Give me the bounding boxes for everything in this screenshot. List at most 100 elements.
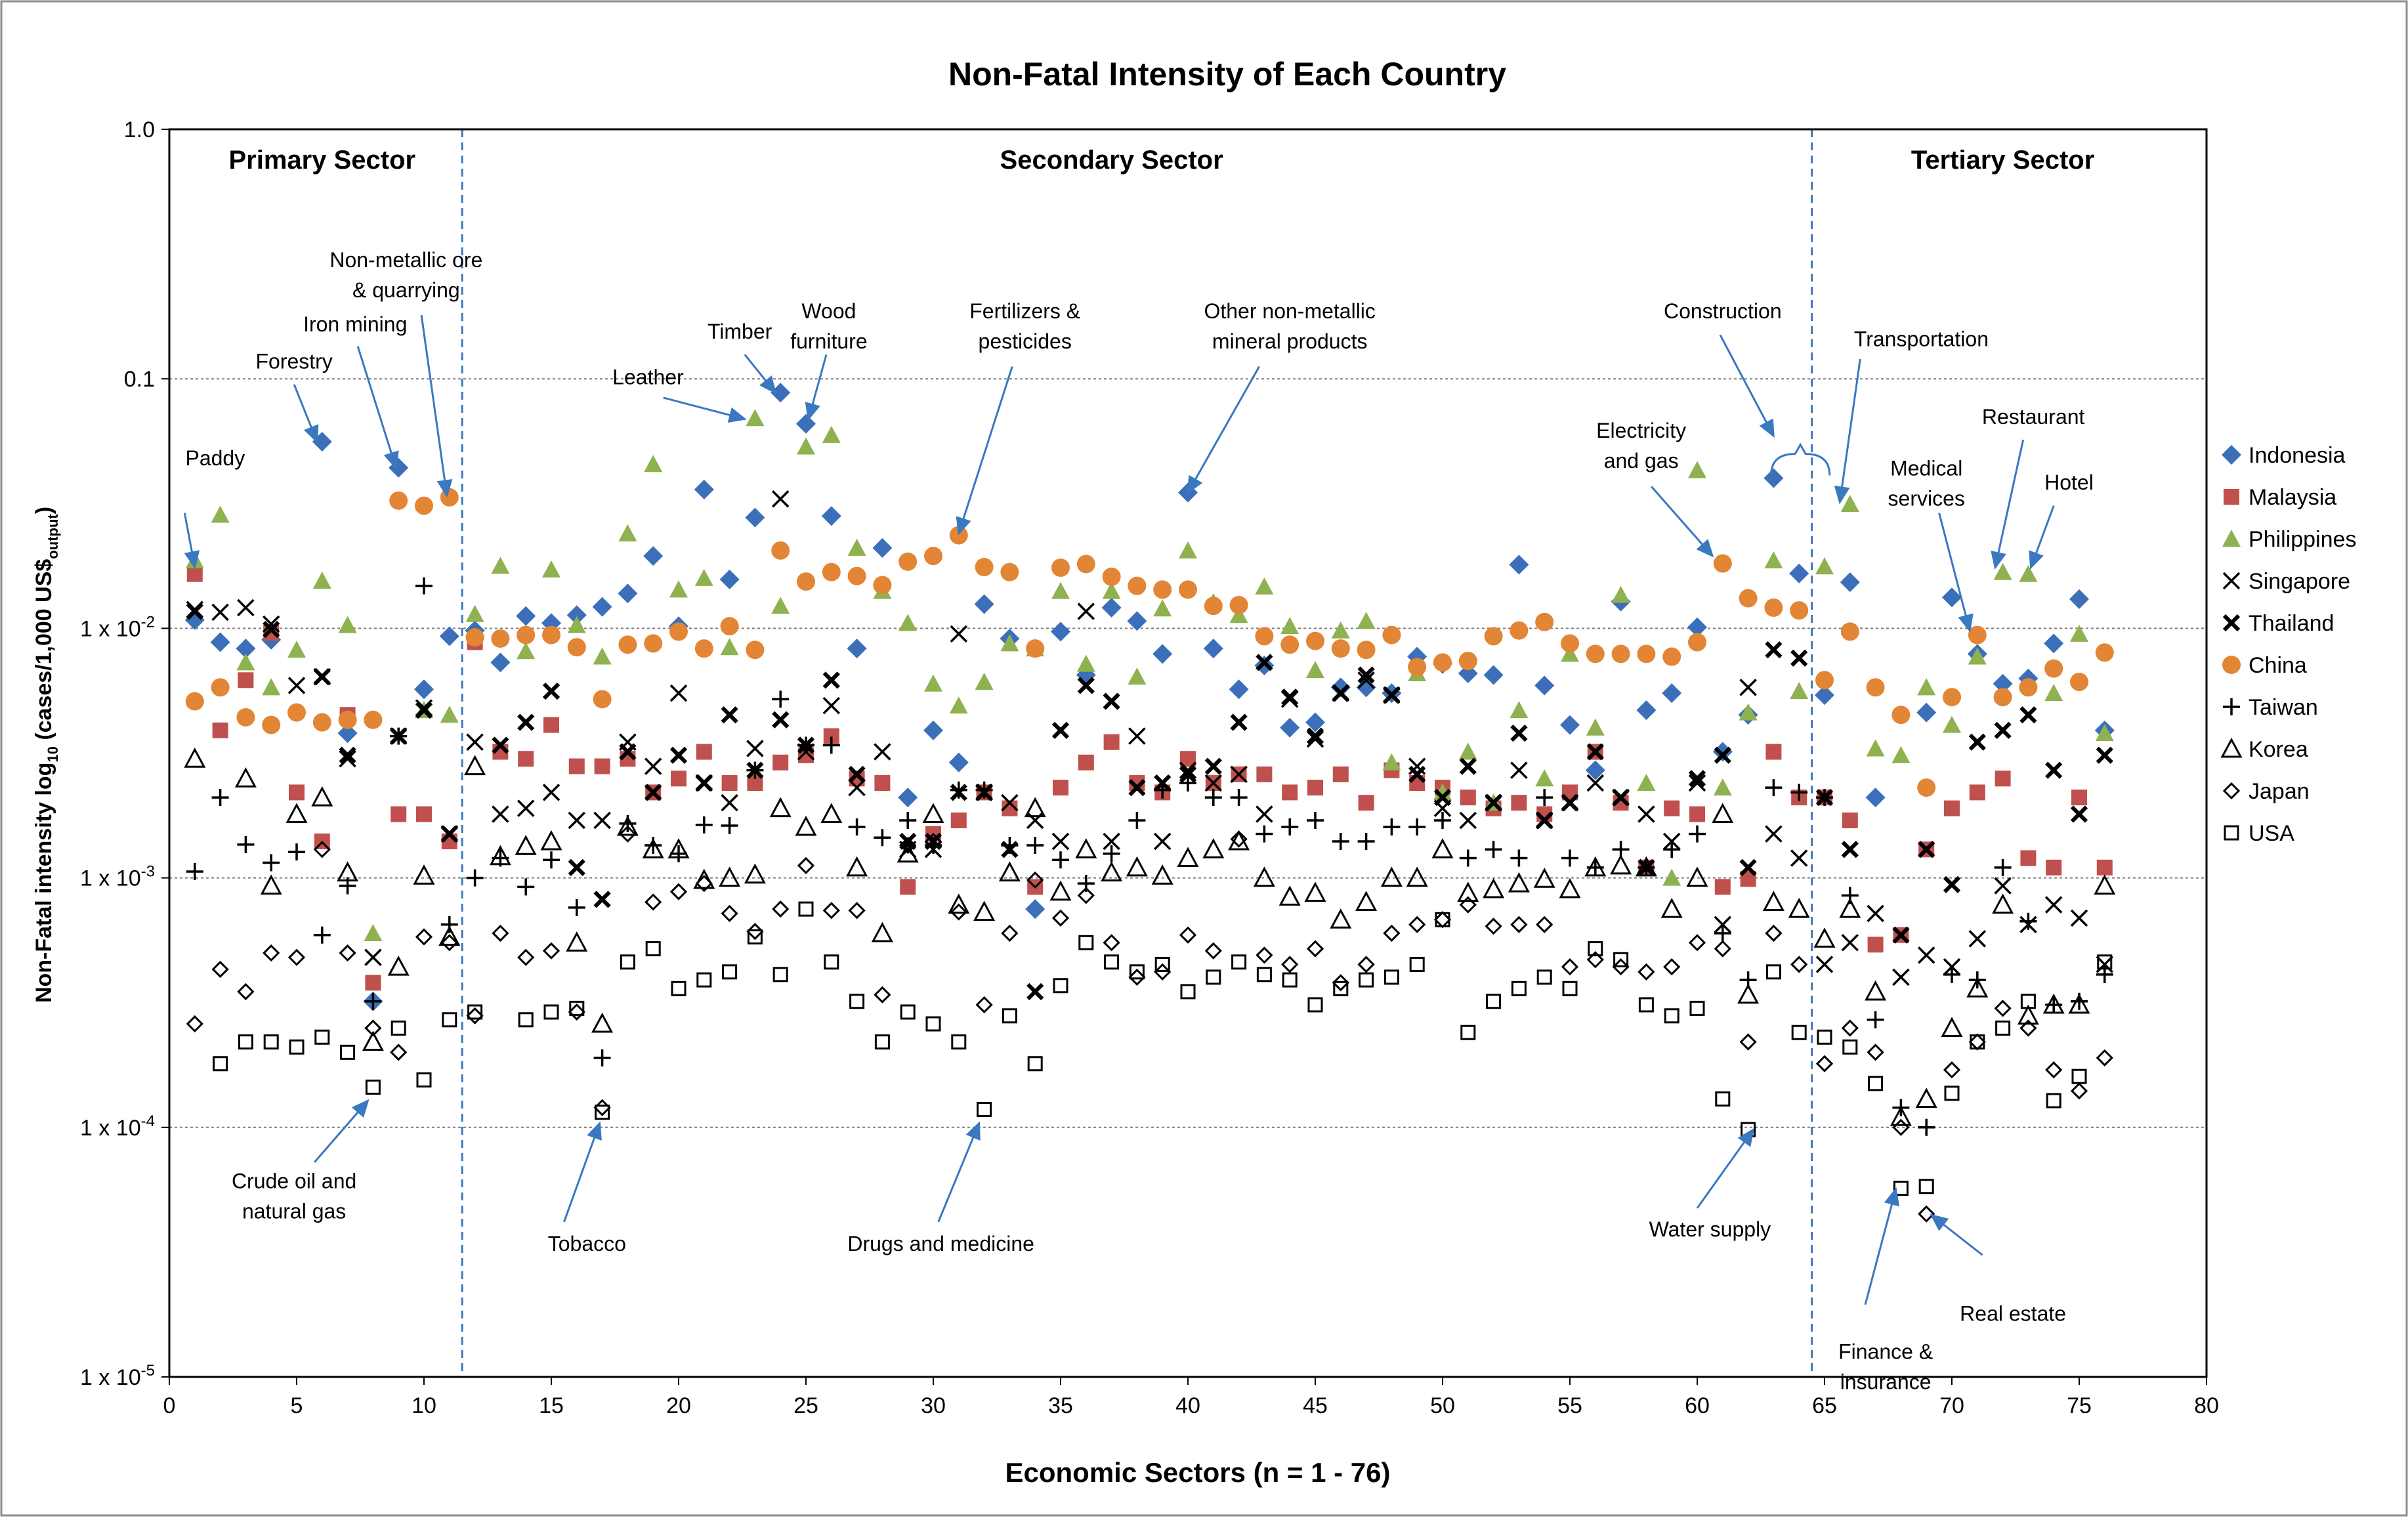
data-point-indonesia	[948, 752, 969, 772]
data-point-china	[262, 715, 281, 734]
data-point-thailand	[2019, 706, 2037, 724]
data-point-usa	[1995, 1021, 2011, 1036]
data-point-china	[1306, 631, 1324, 650]
data-point-singapore	[1714, 916, 1732, 933]
data-point-china	[1102, 567, 1121, 586]
data-point-singapore	[211, 603, 229, 622]
data-point-japan	[1077, 887, 1095, 904]
data-point-china	[1484, 627, 1503, 646]
annotation-label: & quarrying	[352, 278, 460, 302]
data-point-usa	[1689, 1000, 1705, 1016]
data-point-usa	[1333, 981, 1349, 996]
data-point-indonesia	[923, 720, 943, 740]
data-point-japan	[1230, 830, 1248, 848]
data-point-indonesia	[1127, 611, 1147, 631]
data-point-japan	[492, 924, 509, 942]
annotation-label: natural gas	[242, 1200, 346, 1223]
data-point-china	[236, 707, 255, 727]
annotation: Crude oil and natural gas	[232, 1099, 370, 1223]
data-point-usa	[1384, 969, 1399, 985]
annotation-arrow	[293, 384, 319, 444]
annotation-label: Fertilizers &	[969, 299, 1080, 323]
annotation-arrow	[183, 513, 200, 570]
data-point-china	[2070, 673, 2088, 692]
data-point-malaysia	[518, 751, 534, 767]
data-point-korea	[2042, 993, 2065, 1014]
data-point-philippines	[593, 647, 612, 665]
data-point-china	[1408, 658, 1427, 677]
data-point-japan	[1943, 1061, 1961, 1079]
y-axis-title-sub10: 10	[45, 746, 61, 762]
annotation-label: Electricity	[1596, 419, 1686, 442]
legend-marker-japan	[2222, 782, 2241, 800]
data-point-japan	[415, 928, 433, 946]
data-point-taiwan	[1994, 858, 2012, 876]
annotation-label: Transportation	[1854, 327, 1989, 351]
series-korea	[184, 748, 2116, 1126]
data-point-taiwan	[925, 837, 942, 855]
data-point-malaysia	[594, 758, 610, 774]
data-point-korea	[1559, 877, 1581, 898]
data-point-china	[949, 526, 968, 545]
data-point-philippines	[644, 455, 663, 473]
data-point-japan	[1867, 1044, 1884, 1061]
data-point-china	[898, 552, 918, 571]
data-point-malaysia	[1332, 766, 1349, 782]
data-point-china	[771, 541, 790, 560]
data-point-taiwan	[1357, 833, 1375, 851]
annotation-label: Iron mining	[303, 312, 407, 336]
y-tick-label: 1 x 10-5	[80, 1362, 155, 1390]
data-point-korea	[1660, 897, 1683, 918]
data-point-philippines	[542, 560, 560, 578]
data-point-indonesia	[847, 639, 867, 659]
x-tick-label: 65	[1812, 1393, 1837, 1418]
data-point-malaysia	[1358, 795, 1374, 811]
data-point-korea	[1865, 980, 1887, 1001]
data-point-china	[1331, 639, 1350, 658]
legend-marker-taiwan	[2223, 698, 2240, 715]
data-point-korea	[1992, 893, 2014, 914]
data-point-singapore	[644, 757, 662, 775]
annotation-arrow	[937, 1121, 981, 1223]
data-point-usa	[874, 1034, 890, 1050]
data-point-indonesia	[592, 597, 612, 617]
data-point-usa	[1765, 964, 1781, 980]
data-point-thailand	[1179, 765, 1197, 783]
legend-marker-usa	[2224, 825, 2239, 841]
annotation: Leather	[612, 366, 747, 423]
data-point-malaysia	[238, 672, 254, 688]
y-axis-title-mid: (cases/1,000 US$	[32, 559, 56, 747]
data-point-usa	[595, 1105, 610, 1120]
annotation: Electricity and gas	[1596, 419, 1714, 558]
data-point-korea	[973, 900, 996, 921]
data-point-singapore	[1586, 774, 1605, 792]
data-point-philippines	[771, 597, 790, 614]
data-point-malaysia	[2046, 859, 2062, 876]
data-point-singapore	[1994, 877, 2012, 895]
annotation-arrow	[1930, 1214, 1983, 1256]
data-point-korea	[1737, 983, 1760, 1004]
data-point-usa	[1282, 972, 1298, 988]
data-point-usa	[263, 1034, 279, 1050]
data-point-korea	[2094, 874, 2116, 895]
data-point-usa	[645, 941, 661, 957]
y-tick-label-text: 1 x 10	[80, 1116, 141, 1141]
data-point-philippines	[1102, 581, 1121, 599]
data-point-usa	[391, 1021, 406, 1036]
y-tick-label: 0.1	[124, 367, 155, 392]
data-point-taiwan	[1485, 841, 1502, 858]
data-point-thailand	[1536, 811, 1553, 830]
annotation-label: Leather	[612, 366, 684, 389]
data-point-philippines	[364, 923, 383, 941]
data-point-indonesia	[694, 479, 714, 499]
annotation-arrow	[1938, 513, 1974, 633]
data-point-thailand	[1332, 684, 1349, 702]
data-point-china	[185, 692, 204, 711]
data-point-usa	[1817, 1029, 1832, 1045]
data-point-usa	[722, 964, 738, 980]
data-point-korea	[1813, 927, 1836, 948]
legend-item-philippines: Philippines	[2222, 527, 2356, 552]
data-point-philippines	[618, 524, 637, 541]
data-point-indonesia	[1840, 572, 1860, 593]
data-point-thailand	[1561, 794, 1579, 812]
